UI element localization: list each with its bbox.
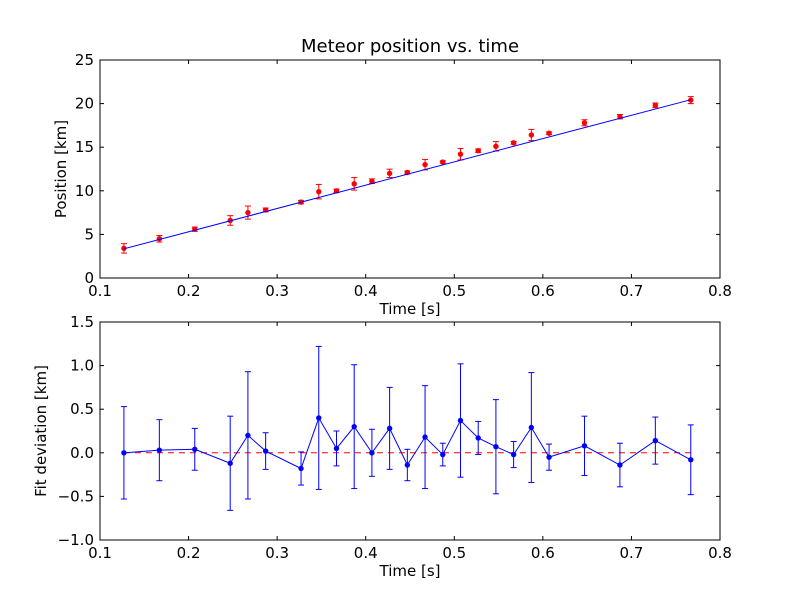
bottom-x-tick-label: 0.3 <box>265 544 289 562</box>
top-data-point <box>652 102 659 109</box>
bottom-data-point <box>386 425 393 432</box>
bottom-data-point <box>404 462 411 468</box>
top-plot-area <box>120 96 694 254</box>
linear-fit-line <box>123 99 691 250</box>
top-data-point <box>510 140 517 146</box>
bottom-x-tick-label: 0.4 <box>354 544 378 562</box>
bottom-data-point <box>192 446 198 453</box>
bottom-plot-area <box>120 345 694 511</box>
top-data-point <box>457 151 464 157</box>
bottom-data-point <box>581 443 588 449</box>
bottom-y-tick-label: 1.5 <box>70 313 94 331</box>
bottom-data-point <box>617 462 623 468</box>
top-y-tick-label: 25 <box>75 51 94 69</box>
bottom-data-point <box>475 435 481 441</box>
bottom-data-point <box>351 423 357 430</box>
bottom-y-axis-label: Fit deviation [km] <box>32 365 50 497</box>
position-axes: Meteor position vs. time Time [s] Positi… <box>52 36 732 318</box>
bottom-x-axis-label: Time [s] <box>379 562 441 580</box>
bottom-x-tick-label: 0.5 <box>442 544 466 562</box>
bottom-x-tick-label: 0.1 <box>88 544 112 562</box>
top-y-tick-label: 20 <box>75 95 94 113</box>
deviation-axes: Time [s] Fit deviation [km] 0.1 0.2 0.3 0.4… <box>32 313 732 580</box>
bottom-data-point <box>457 417 464 424</box>
top-data-point <box>475 147 481 154</box>
top-x-tick-label: 0.5 <box>442 282 466 300</box>
top-y-axis-label: Position [km] <box>52 120 70 218</box>
top-y-tick-label: 0 <box>84 269 94 287</box>
bottom-y-tick-label: −1.0 <box>58 531 94 549</box>
bottom-data-point <box>528 424 535 431</box>
top-x-tick-label: 0.3 <box>265 282 289 300</box>
bottom-y-tick-label: 0.5 <box>70 400 94 418</box>
top-y-tick-label: 10 <box>75 182 94 200</box>
top-data-point <box>493 143 499 150</box>
bottom-data-point <box>652 437 659 444</box>
top-y-tick-label: 5 <box>84 225 94 243</box>
top-data-point <box>316 188 322 195</box>
top-axis-ticks: 0.1 0.2 0.3 0.4 0.5 0.6 0.7 0.8 0 5 10 15 20 25 <box>75 51 732 300</box>
top-x-tick-label: 0.2 <box>177 282 201 300</box>
bottom-data-point <box>316 415 322 421</box>
bottom-data-point <box>298 465 304 472</box>
bottom-data-point <box>333 445 340 452</box>
bottom-axis-ticks: 0.1 0.2 0.3 0.4 0.5 0.6 0.7 0.8 −1.0 −0.5 0.0 0.5 1.… <box>58 313 732 562</box>
top-data-point <box>422 161 428 168</box>
bottom-x-tick-label: 0.6 <box>531 544 555 562</box>
bottom-data-point <box>493 443 499 450</box>
bottom-data-point <box>369 450 375 456</box>
bottom-x-tick-label: 0.7 <box>619 544 643 562</box>
bottom-data-point <box>422 434 428 440</box>
top-x-tick-label: 0.6 <box>531 282 555 300</box>
top-x-tick-label: 0.4 <box>354 282 378 300</box>
chart-title: Meteor position vs. time <box>301 36 519 57</box>
bottom-data-point <box>688 457 694 463</box>
top-data-point <box>581 120 588 126</box>
bottom-x-tick-label: 0.8 <box>708 544 732 562</box>
bottom-y-tick-label: 0.0 <box>70 444 94 462</box>
bottom-y-tick-label: −0.5 <box>58 487 94 505</box>
top-data-point <box>440 159 446 165</box>
top-data-point <box>351 181 357 187</box>
top-x-tick-label: 0.8 <box>708 282 732 300</box>
top-x-axis-label: Time [s] <box>379 300 441 318</box>
top-data-point <box>528 132 535 138</box>
top-data-point <box>386 170 393 177</box>
bottom-x-tick-label: 0.2 <box>177 544 201 562</box>
top-data-point <box>546 130 552 136</box>
top-axes-frame <box>99 59 721 279</box>
bottom-data-point <box>227 460 233 466</box>
top-data-point <box>245 209 251 216</box>
bottom-data-point <box>245 432 251 439</box>
bottom-y-tick-label: 1.0 <box>70 357 94 375</box>
bottom-axes-frame <box>99 321 721 541</box>
top-x-tick-label: 0.1 <box>88 282 112 300</box>
bottom-data-point <box>262 448 269 454</box>
bottom-data-point <box>546 454 552 460</box>
top-x-tick-label: 0.7 <box>619 282 643 300</box>
top-y-tick-label: 15 <box>75 138 94 156</box>
bottom-data-point <box>440 451 446 458</box>
bottom-data-point <box>510 451 517 458</box>
bottom-data-point <box>156 447 163 453</box>
bottom-data-point <box>121 450 127 456</box>
